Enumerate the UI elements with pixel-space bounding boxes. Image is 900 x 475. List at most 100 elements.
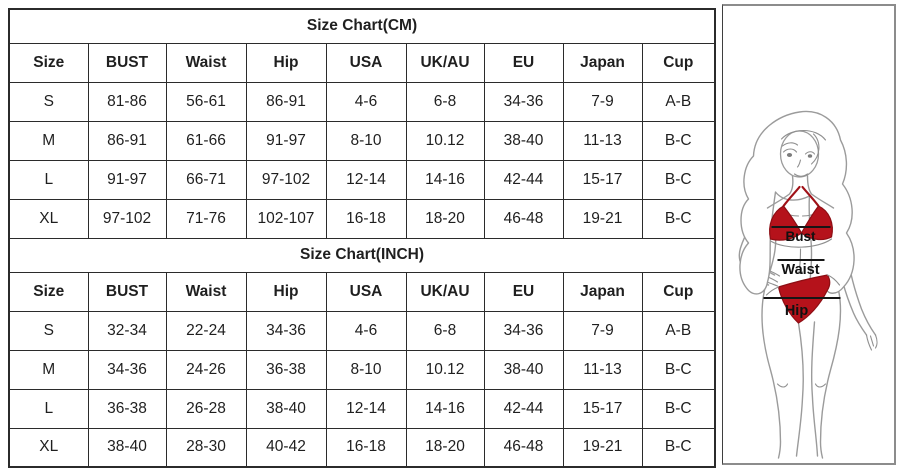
table-cell: 14-16 xyxy=(405,159,485,200)
column-header-usa: USA xyxy=(325,271,407,312)
table-cell: 56-61 xyxy=(165,81,247,122)
table-cell: 19-21 xyxy=(562,198,643,239)
table-cell: L xyxy=(8,388,89,429)
hip-label: Hip xyxy=(785,303,809,319)
table-cell: 6-8 xyxy=(405,310,485,351)
table-cell: M xyxy=(8,349,89,390)
column-header-size: Size xyxy=(8,271,89,312)
table-cell: 66-71 xyxy=(165,159,247,200)
table-cell: B-C xyxy=(641,349,716,390)
table-cell: 12-14 xyxy=(325,388,407,429)
table-cell: 97-102 xyxy=(87,198,167,239)
table-cell: 4-6 xyxy=(325,310,407,351)
inch-row-xl: XL 38-40 28-30 40-42 16-18 18-20 46-48 1… xyxy=(8,427,716,468)
table-cell: 97-102 xyxy=(245,159,327,200)
table-cell: B-C xyxy=(641,120,716,161)
table-cell: B-C xyxy=(641,427,716,468)
table-cell: B-C xyxy=(641,388,716,429)
table-cell: 7-9 xyxy=(562,81,643,122)
table-cell: 8-10 xyxy=(325,120,407,161)
table-cell: L xyxy=(8,159,89,200)
table-cell: 24-26 xyxy=(165,349,247,390)
table-cell: 16-18 xyxy=(325,198,407,239)
table-cell: 16-18 xyxy=(325,427,407,468)
table-cell: 11-13 xyxy=(562,349,643,390)
inch-row-l: L 36-38 26-28 38-40 12-14 14-16 42-44 15… xyxy=(8,388,716,429)
cm-title-row: Size Chart(CM) xyxy=(8,8,716,44)
table-cell: XL xyxy=(8,198,89,239)
table-cell: 81-86 xyxy=(87,81,167,122)
table-cell: 34-36 xyxy=(87,349,167,390)
table-cell: 91-97 xyxy=(87,159,167,200)
table-cell: 38-40 xyxy=(483,120,564,161)
table-cell: 32-34 xyxy=(87,310,167,351)
column-header-bust: BUST xyxy=(87,271,167,312)
table-cell: S xyxy=(8,81,89,122)
waist-label: Waist xyxy=(781,262,819,278)
table-cell: 61-66 xyxy=(165,120,247,161)
table-cell: 22-24 xyxy=(165,310,247,351)
column-header-hip: Hip xyxy=(245,271,327,312)
table-cell: XL xyxy=(8,427,89,468)
inch-row-s: S 32-34 22-24 34-36 4-6 6-8 34-36 7-9 A-… xyxy=(8,310,716,351)
table-cell: 19-21 xyxy=(562,427,643,468)
bikini-top xyxy=(769,185,833,248)
column-header-ukau: UK/AU xyxy=(405,271,485,312)
table-cell: M xyxy=(8,120,89,161)
cm-row-xl: XL 97-102 71-76 102-107 16-18 18-20 46-4… xyxy=(8,198,716,239)
table-cell: A-B xyxy=(641,81,716,122)
inch-row-m: M 34-36 24-26 36-38 8-10 10.12 38-40 11-… xyxy=(8,349,716,390)
size-chart-tables: Size Chart(CM) Size BUST Waist Hip USA U… xyxy=(8,8,717,468)
column-header-eu: EU xyxy=(483,271,564,312)
table-cell: 10.12 xyxy=(405,120,485,161)
column-header-cup: Cup xyxy=(641,271,716,312)
column-header-hip: Hip xyxy=(245,42,327,83)
column-header-waist: Waist xyxy=(165,42,247,83)
inch-header-row: Size BUST Waist Hip USA UK/AU EU Japan C… xyxy=(8,271,716,312)
table-cell: 36-38 xyxy=(87,388,167,429)
table-cell: 42-44 xyxy=(483,159,564,200)
measurement-figure-panel: Bust Waist Hip xyxy=(722,4,896,465)
table-cell: 14-16 xyxy=(405,388,485,429)
table-cell: 12-14 xyxy=(325,159,407,200)
cm-row-l: L 91-97 66-71 97-102 12-14 14-16 42-44 1… xyxy=(8,159,716,200)
table-cell: 38-40 xyxy=(245,388,327,429)
table-cell: 40-42 xyxy=(245,427,327,468)
column-header-cup: Cup xyxy=(641,42,716,83)
column-header-size: Size xyxy=(8,42,89,83)
table-cell: 28-30 xyxy=(165,427,247,468)
table-cell: 91-97 xyxy=(245,120,327,161)
table-cell: 10.12 xyxy=(405,349,485,390)
inch-title-row: Size Chart(INCH) xyxy=(8,237,716,273)
table-cell: 38-40 xyxy=(483,349,564,390)
column-header-japan: Japan xyxy=(562,42,643,83)
table-cell: 42-44 xyxy=(483,388,564,429)
table-cell: 34-36 xyxy=(483,310,564,351)
table-cell: 4-6 xyxy=(325,81,407,122)
table-cell: 86-91 xyxy=(245,81,327,122)
table-cell: A-B xyxy=(641,310,716,351)
table-cell: B-C xyxy=(641,159,716,200)
woman-figure: Bust Waist Hip xyxy=(738,110,878,459)
table-cell: 34-36 xyxy=(245,310,327,351)
cm-row-s: S 81-86 56-61 86-91 4-6 6-8 34-36 7-9 A-… xyxy=(8,81,716,122)
table-cell: 46-48 xyxy=(483,427,564,468)
table-cell: 18-20 xyxy=(405,427,485,468)
cm-header-row: Size BUST Waist Hip USA UK/AU EU Japan C… xyxy=(8,42,716,83)
cm-row-m: M 86-91 61-66 91-97 8-10 10.12 38-40 11-… xyxy=(8,120,716,161)
table-cell: S xyxy=(8,310,89,351)
table-cell: 38-40 xyxy=(87,427,167,468)
table-cell: 15-17 xyxy=(562,388,643,429)
table-cell: B-C xyxy=(641,198,716,239)
table-cell: 11-13 xyxy=(562,120,643,161)
table-cell: 18-20 xyxy=(405,198,485,239)
table-cell: 7-9 xyxy=(562,310,643,351)
table-cell: 86-91 xyxy=(87,120,167,161)
column-header-ukau: UK/AU xyxy=(405,42,485,83)
table-cell: 36-38 xyxy=(245,349,327,390)
bust-label: Bust xyxy=(786,229,817,244)
size-chart-table: Size Chart(CM) Size BUST Waist Hip USA U… xyxy=(8,8,717,468)
table-cell: 8-10 xyxy=(325,349,407,390)
column-header-bust: BUST xyxy=(87,42,167,83)
